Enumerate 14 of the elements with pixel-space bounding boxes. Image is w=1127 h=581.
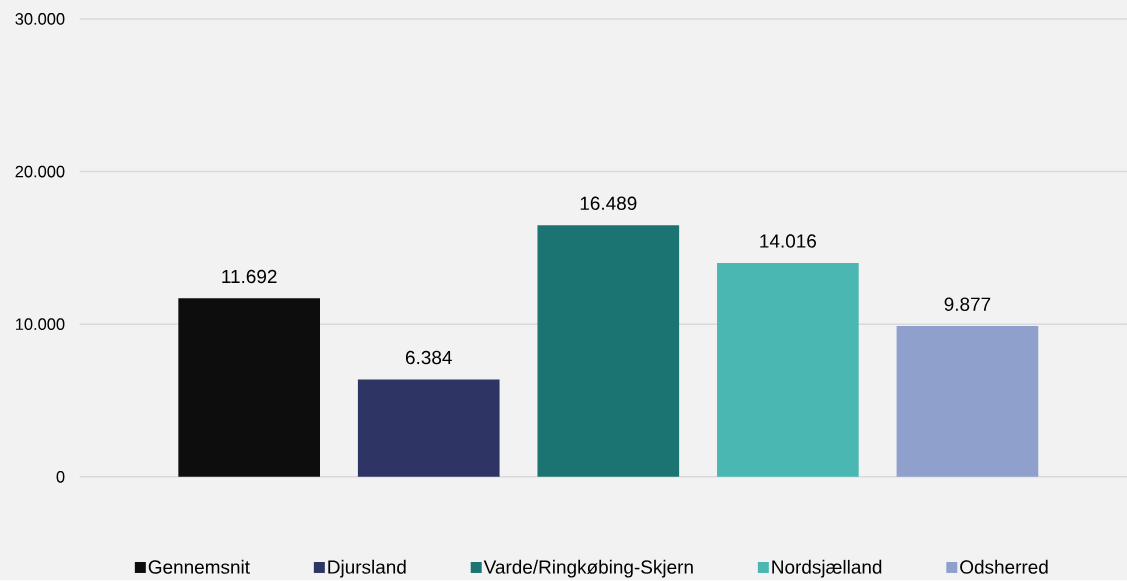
data-label: 14.016 [760, 234, 816, 248]
legend-label: Djursland [328, 560, 406, 578]
data-label: 6.384 [405, 351, 452, 365]
legend-label: Varde/Ringkøbing-Skjern [483, 560, 693, 578]
data-label: 11.692 [222, 270, 277, 284]
legend-label: Nordsjælland [772, 560, 882, 578]
data-label: 9.877 [944, 297, 991, 312]
y-tick-label: 0 [56, 471, 65, 483]
legend-label: Gennemsnit [148, 560, 250, 574]
data-label: 16.489 [580, 196, 637, 211]
y-tick-label: 30.000 [15, 13, 65, 25]
y-tick-label: 20.000 [15, 165, 65, 178]
y-tick-label: 10.000 [16, 318, 65, 331]
legend-label: Odsherred [960, 560, 1048, 574]
